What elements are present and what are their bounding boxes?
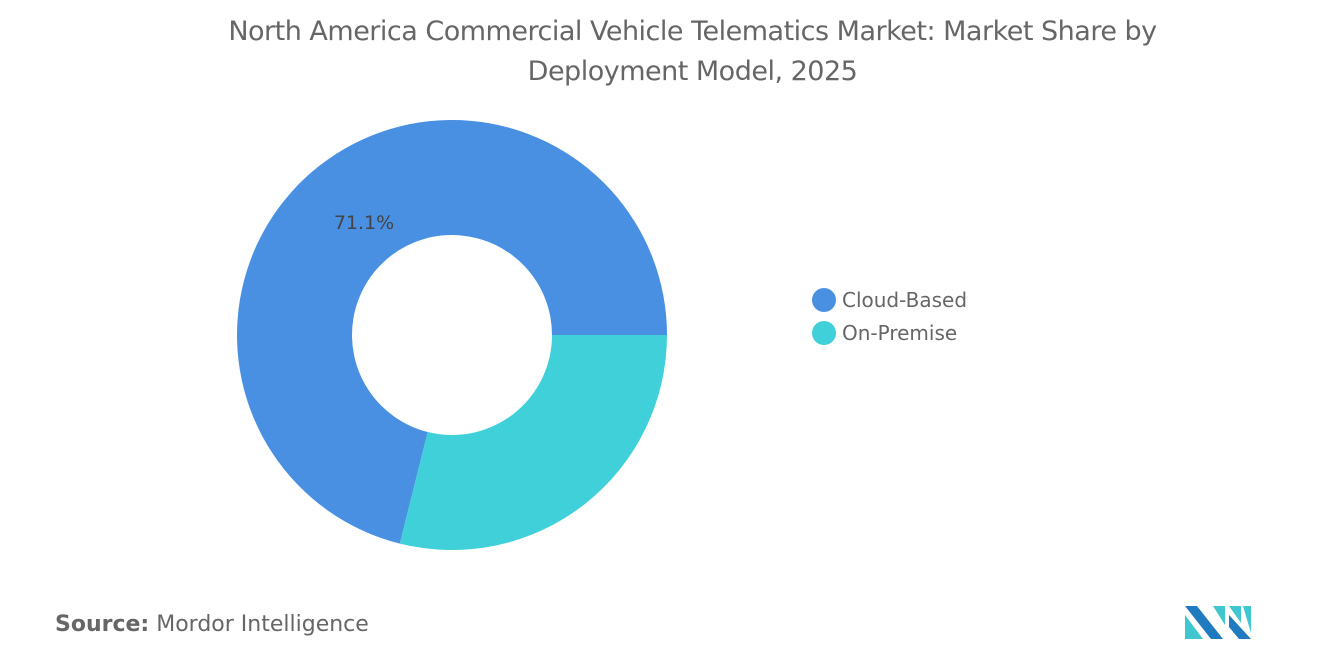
- data-label: 71.1%: [334, 212, 394, 234]
- mordor-intelligence-logo: [1185, 606, 1251, 639]
- legend-item-cloud-based[interactable]: Cloud-Based: [812, 283, 967, 316]
- legend-label: Cloud-Based: [842, 287, 968, 312]
- legend-swatch: [812, 287, 836, 312]
- legend-swatch: [812, 320, 836, 345]
- slice-on-premise[interactable]: [399, 335, 667, 550]
- source-note: Source: Mordor Intelligence: [55, 612, 369, 637]
- source-value: Mordor Intelligence: [156, 612, 369, 637]
- source-label: Source:: [55, 612, 150, 637]
- slice-cloud-based[interactable]: [237, 120, 667, 544]
- legend: Cloud-Based On-Premise: [812, 283, 967, 349]
- legend-label: On-Premise: [842, 320, 958, 345]
- legend-item-on-premise[interactable]: On-Premise: [812, 316, 967, 349]
- chart-title: North America Commercial Vehicle Telemat…: [228, 16, 1157, 87]
